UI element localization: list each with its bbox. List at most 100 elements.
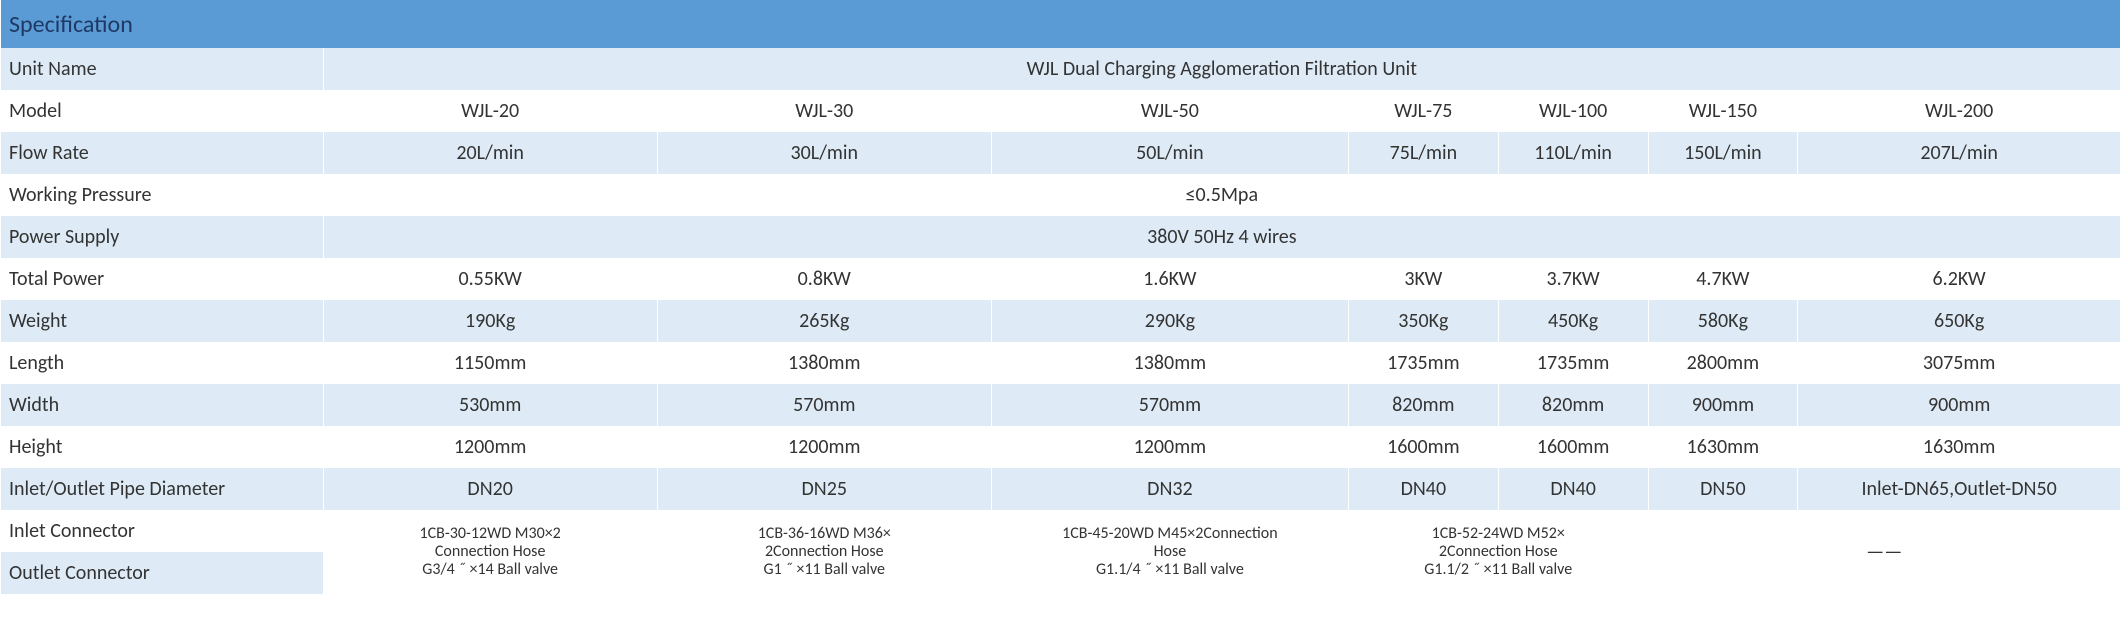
cell: WJL-100 xyxy=(1498,90,1648,132)
cell: 570mm xyxy=(657,384,991,426)
connector-line: G1 ˝ ×11 Ball valve xyxy=(666,561,983,579)
table-title: Specification xyxy=(1,0,2121,48)
cell: 265Kg xyxy=(657,300,991,342)
row-flow-rate: Flow Rate 20L/min 30L/min 50L/min 75L/mi… xyxy=(1,132,2121,174)
cell: 2800mm xyxy=(1648,342,1798,384)
cell: 570mm xyxy=(991,384,1348,426)
connector-line: 1CB-30-12WD M30×2 xyxy=(332,525,649,543)
connector-line: 1CB-36-16WD M36× xyxy=(666,525,983,543)
cell: 3.7KW xyxy=(1498,258,1648,300)
label-unit-name: Unit Name xyxy=(1,48,324,90)
row-width: Width 530mm 570mm 570mm 820mm 820mm 900m… xyxy=(1,384,2121,426)
cell: 30L/min xyxy=(657,132,991,174)
connector-cell: 1CB-36-16WD M36× 2Connection Hose G1 ˝ ×… xyxy=(657,510,991,594)
label-pipe-diameter: Inlet/Outlet Pipe Diameter xyxy=(1,468,324,510)
connector-cell: 1CB-45-20WD M45×2Connection Hose G1.1/4 … xyxy=(991,510,1348,594)
label-flow-rate: Flow Rate xyxy=(1,132,324,174)
cell: 1200mm xyxy=(657,426,991,468)
connector-cell: 1CB-30-12WD M30×2 Connection Hose G3/4 ˝… xyxy=(323,510,657,594)
cell: Inlet-DN65,Outlet-DN50 xyxy=(1798,468,2121,510)
cell: 6.2KW xyxy=(1798,258,2121,300)
value-working-pressure: ≤0.5Mpa xyxy=(323,174,2120,216)
connector-line: G1.1/2 ˝ ×11 Ball valve xyxy=(1357,561,1640,579)
label-height: Height xyxy=(1,426,324,468)
cell: 900mm xyxy=(1798,384,2121,426)
connector-line: 1CB-45-20WD M45×2Connection xyxy=(1000,525,1340,543)
cell: 110L/min xyxy=(1498,132,1648,174)
row-pipe-diameter: Inlet/Outlet Pipe Diameter DN20 DN25 DN3… xyxy=(1,468,2121,510)
label-model: Model xyxy=(1,90,324,132)
cell: DN50 xyxy=(1648,468,1798,510)
cell: WJL-150 xyxy=(1648,90,1798,132)
cell: DN32 xyxy=(991,468,1348,510)
specification-table: Specification Unit Name WJL Dual Chargin… xyxy=(0,0,2121,594)
cell: WJL-75 xyxy=(1348,90,1498,132)
label-power-supply: Power Supply xyxy=(1,216,324,258)
row-weight: Weight 190Kg 265Kg 290Kg 350Kg 450Kg 580… xyxy=(1,300,2121,342)
cell: 1600mm xyxy=(1348,426,1498,468)
connector-line: G3/4 ˝ ×14 Ball valve xyxy=(332,561,649,579)
connector-line: Connection Hose xyxy=(332,543,649,561)
table-header-row: Specification xyxy=(1,0,2121,48)
row-unit-name: Unit Name WJL Dual Charging Agglomeratio… xyxy=(1,48,2121,90)
row-power-supply: Power Supply 380V 50Hz 4 wires xyxy=(1,216,2121,258)
value-unit-name: WJL Dual Charging Agglomeration Filtrati… xyxy=(323,48,2120,90)
row-inlet-connector: Inlet Connector 1CB-30-12WD M30×2 Connec… xyxy=(1,510,2121,552)
cell: 1150mm xyxy=(323,342,657,384)
label-outlet-connector: Outlet Connector xyxy=(1,552,324,594)
cell: 1380mm xyxy=(991,342,1348,384)
cell: 1735mm xyxy=(1498,342,1648,384)
cell: DN20 xyxy=(323,468,657,510)
cell: 450Kg xyxy=(1498,300,1648,342)
cell: 3075mm xyxy=(1798,342,2121,384)
cell: WJL-30 xyxy=(657,90,991,132)
cell: 820mm xyxy=(1348,384,1498,426)
cell: 1200mm xyxy=(991,426,1348,468)
row-length: Length 1150mm 1380mm 1380mm 1735mm 1735m… xyxy=(1,342,2121,384)
cell: 1.6KW xyxy=(991,258,1348,300)
cell: WJL-50 xyxy=(991,90,1348,132)
label-working-pressure: Working Pressure xyxy=(1,174,324,216)
connector-line: Hose xyxy=(1000,543,1340,561)
cell: WJL-200 xyxy=(1798,90,2121,132)
connector-dash-cell: —— xyxy=(1648,510,2121,594)
label-length: Length xyxy=(1,342,324,384)
label-weight: Weight xyxy=(1,300,324,342)
cell: 650Kg xyxy=(1798,300,2121,342)
cell: DN40 xyxy=(1498,468,1648,510)
cell: 0.8KW xyxy=(657,258,991,300)
connector-line: 2Connection Hose xyxy=(1357,543,1640,561)
label-inlet-connector: Inlet Connector xyxy=(1,510,324,552)
cell: 350Kg xyxy=(1348,300,1498,342)
cell: 900mm xyxy=(1648,384,1798,426)
label-width: Width xyxy=(1,384,324,426)
cell: DN25 xyxy=(657,468,991,510)
cell: 290Kg xyxy=(991,300,1348,342)
cell: 1630mm xyxy=(1798,426,2121,468)
cell: 1600mm xyxy=(1498,426,1648,468)
cell: 1380mm xyxy=(657,342,991,384)
cell: DN40 xyxy=(1348,468,1498,510)
cell: 4.7KW xyxy=(1648,258,1798,300)
value-power-supply: 380V 50Hz 4 wires xyxy=(323,216,2120,258)
cell: 75L/min xyxy=(1348,132,1498,174)
cell: 207L/min xyxy=(1798,132,2121,174)
cell: WJL-20 xyxy=(323,90,657,132)
cell: 190Kg xyxy=(323,300,657,342)
row-model: Model WJL-20 WJL-30 WJL-50 WJL-75 WJL-10… xyxy=(1,90,2121,132)
label-total-power: Total Power xyxy=(1,258,324,300)
connector-line: G1.1/4 ˝ ×11 Ball valve xyxy=(1000,561,1340,579)
connector-line: 1CB-52-24WD M52× xyxy=(1357,525,1640,543)
connector-line: 2Connection Hose xyxy=(666,543,983,561)
cell: 820mm xyxy=(1498,384,1648,426)
cell: 20L/min xyxy=(323,132,657,174)
row-total-power: Total Power 0.55KW 0.8KW 1.6KW 3KW 3.7KW… xyxy=(1,258,2121,300)
row-height: Height 1200mm 1200mm 1200mm 1600mm 1600m… xyxy=(1,426,2121,468)
cell: 580Kg xyxy=(1648,300,1798,342)
cell: 1630mm xyxy=(1648,426,1798,468)
cell: 150L/min xyxy=(1648,132,1798,174)
cell: 50L/min xyxy=(991,132,1348,174)
row-working-pressure: Working Pressure ≤0.5Mpa xyxy=(1,174,2121,216)
cell: 3KW xyxy=(1348,258,1498,300)
connector-cell: 1CB-52-24WD M52× 2Connection Hose G1.1/2… xyxy=(1348,510,1648,594)
